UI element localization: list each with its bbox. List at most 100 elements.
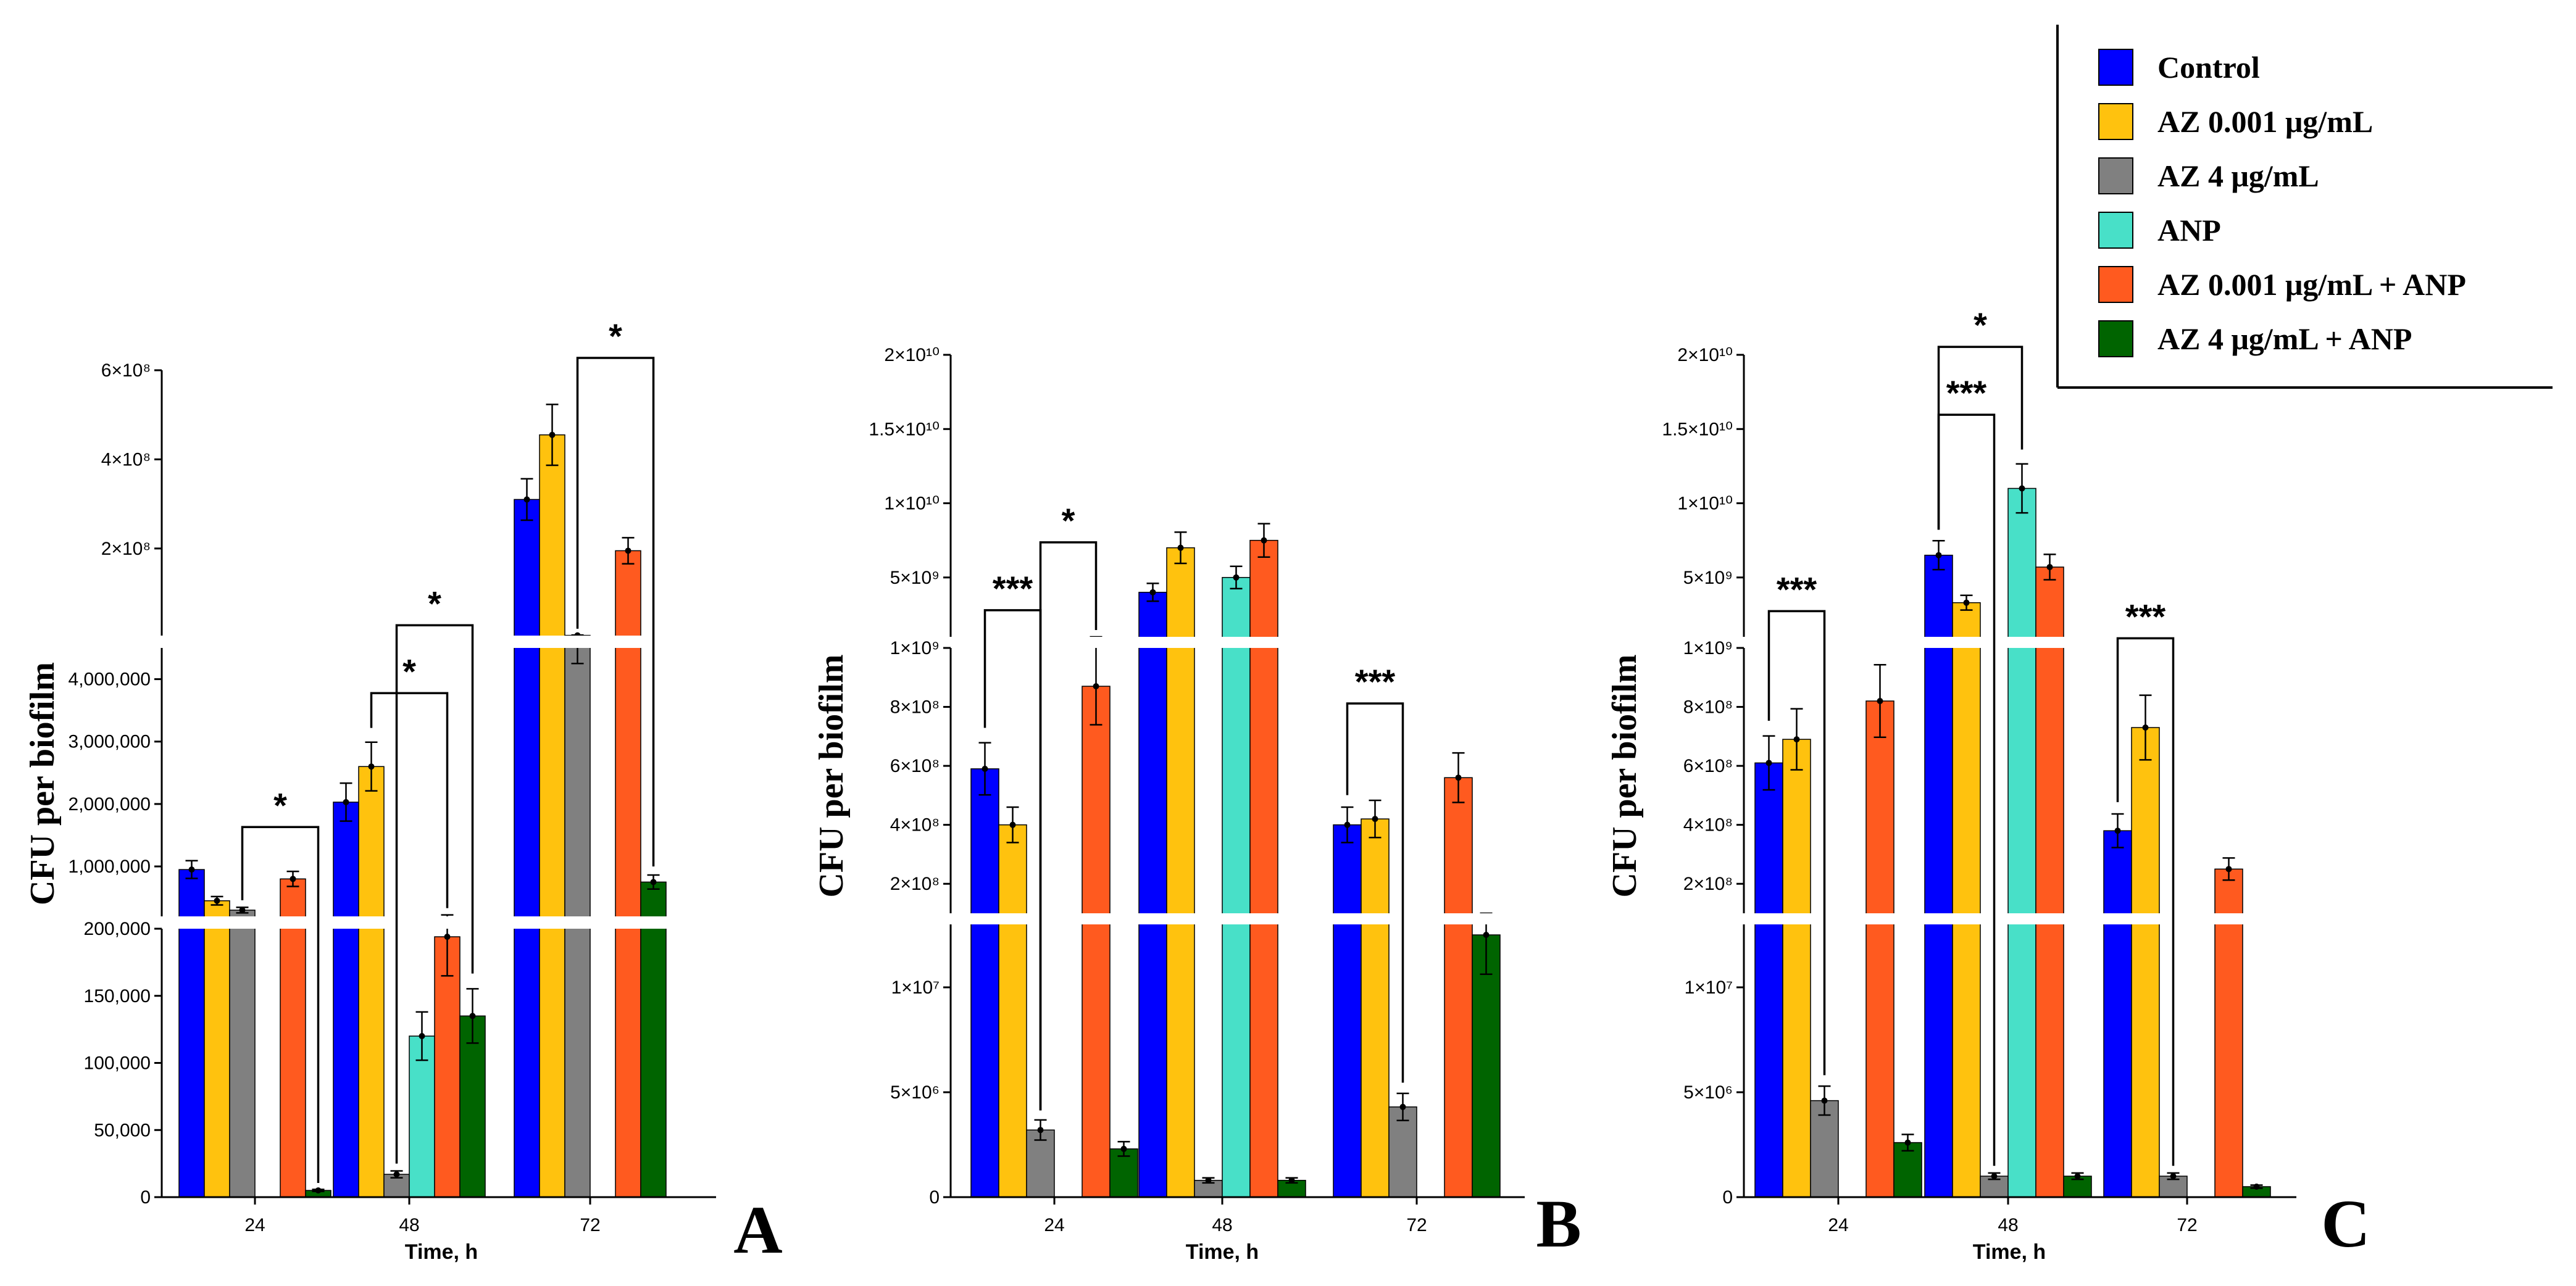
data-point xyxy=(1344,821,1351,828)
significance-label: * xyxy=(273,786,287,824)
legend-swatch xyxy=(2098,212,2133,249)
data-point xyxy=(2142,724,2149,731)
bar xyxy=(1082,686,1111,1198)
data-point xyxy=(1904,1139,1911,1146)
significance-bracket xyxy=(241,826,320,1183)
y-tick-label: 8×10⁸ xyxy=(890,697,940,718)
bar xyxy=(1782,739,1811,1198)
data-point xyxy=(1399,1103,1406,1110)
data-point xyxy=(1991,1173,1998,1179)
bar xyxy=(2103,830,2132,1198)
y-tick-label: 1×10¹⁰ xyxy=(884,494,940,514)
legend: Control AZ 0.001 μg/mL AZ 4 μg/mL ANP AZ 0.0… xyxy=(2056,25,2553,389)
legend-swatch xyxy=(2098,266,2133,303)
legend-swatch xyxy=(2098,157,2133,194)
y-tick-label: 5×10⁹ xyxy=(890,568,940,588)
y-tick-label: 1×10⁹ xyxy=(1683,638,1733,658)
x-tick-label: 48 xyxy=(1998,1215,2018,1235)
bar xyxy=(1026,1129,1055,1198)
y-tick-label: 1×10¹⁰ xyxy=(1677,494,1733,514)
data-point xyxy=(239,906,246,913)
y-tick-label: 1×10⁷ xyxy=(1685,977,1733,998)
bar xyxy=(1952,602,1981,1198)
y-tick-label: 200,000 xyxy=(84,919,151,939)
y-tick-label: 3,000,000 xyxy=(69,732,151,752)
x-tick-label: 48 xyxy=(399,1215,419,1235)
bar xyxy=(280,878,306,1198)
data-point xyxy=(1483,932,1490,938)
legend-entry: Control xyxy=(2157,50,2260,85)
data-point xyxy=(625,547,631,554)
legend-swatch xyxy=(2098,103,2133,140)
bar xyxy=(514,499,540,1198)
chart-panel-b: 0 5×10⁶ 1×10⁷ 2×10⁸ 4×10⁸ 6×10⁸ 8×10⁸ 1×10⁹ 5×10… xyxy=(812,345,1582,1264)
bar xyxy=(539,434,565,1198)
x-axis-label: Time, h xyxy=(1973,1240,2046,1264)
data-point xyxy=(469,1013,476,1019)
bar xyxy=(358,766,385,1198)
bar xyxy=(1361,818,1390,1198)
y-tick-label: 0 xyxy=(140,1187,151,1208)
bar xyxy=(615,550,641,1198)
significance-label: *** xyxy=(2125,597,2166,636)
y-tick-label: 50,000 xyxy=(94,1120,151,1140)
chart-panel-c: 0 5×10⁶ 1×10⁷ 2×10⁸ 4×10⁸ 6×10⁸ 8×10⁸ 1×10⁹ 5×10… xyxy=(1606,305,2370,1264)
y-tick-label: 2×10¹⁰ xyxy=(884,345,940,365)
data-point xyxy=(1177,544,1184,551)
axis-break xyxy=(938,913,1531,924)
y-tick-label: 6×10⁸ xyxy=(890,756,940,776)
data-point xyxy=(1149,589,1156,595)
y-tick-label: 2×10⁸ xyxy=(1683,874,1733,894)
x-tick-label: 72 xyxy=(580,1215,600,1235)
data-point xyxy=(290,876,296,882)
legend-entry: AZ 4 μg/mL xyxy=(2157,159,2319,193)
y-tick-label: 2×10⁸ xyxy=(101,539,151,559)
significance-bracket xyxy=(1039,541,1098,1111)
data-point xyxy=(1093,683,1099,690)
data-point xyxy=(1793,736,1800,743)
significance-label: * xyxy=(609,317,622,355)
data-point xyxy=(1120,1145,1127,1152)
y-tick-label: 2×10⁸ xyxy=(890,874,940,894)
y-tick-label: 1.5×10¹⁰ xyxy=(869,419,940,439)
bar xyxy=(1865,700,1894,1198)
y-tick-label: 0 xyxy=(929,1187,940,1208)
bar xyxy=(640,881,667,1198)
legend-entry: AZ 0.001 μg/mL xyxy=(2157,104,2373,139)
y-tick-label: 4,000,000 xyxy=(69,670,151,690)
y-tick-label: 1.5×10¹⁰ xyxy=(1662,419,1733,439)
bar xyxy=(1810,1100,1839,1198)
data-point xyxy=(2019,485,2025,492)
y-tick-label: 8×10⁸ xyxy=(1683,697,1733,718)
y-tick-label: 2,000,000 xyxy=(69,794,151,815)
data-point xyxy=(982,765,988,772)
y-tick-label: 1,000,000 xyxy=(69,857,151,877)
data-point xyxy=(2074,1173,2081,1179)
y-axis-label: CFU per biofilm xyxy=(1606,654,1644,897)
significance-label: * xyxy=(428,584,441,623)
data-point xyxy=(1877,698,1883,704)
significance-bracket xyxy=(1937,346,2024,530)
data-point xyxy=(2225,866,2232,873)
bar xyxy=(2007,487,2036,1198)
bar xyxy=(1444,777,1473,1198)
bar xyxy=(1138,592,1167,1198)
axis-break xyxy=(938,637,1531,648)
significance-bracket xyxy=(395,624,474,1164)
data-point xyxy=(549,431,556,438)
data-point xyxy=(1821,1097,1828,1104)
significance-bracket xyxy=(1767,610,1826,1076)
data-point xyxy=(393,1171,400,1178)
y-tick-label: 2×10¹⁰ xyxy=(1677,345,1733,365)
bar xyxy=(564,634,591,1198)
y-axis-label: CFU per biofilm xyxy=(812,654,851,897)
y-tick-label: 100,000 xyxy=(84,1053,151,1074)
axis-break xyxy=(149,916,722,929)
legend-swatch xyxy=(2098,49,2133,86)
x-tick-label: 24 xyxy=(1828,1215,1848,1235)
data-point xyxy=(1935,552,1942,558)
significance-label: * xyxy=(1974,305,1987,344)
bar xyxy=(2131,727,2160,1198)
legend-entry: AZ 4 μg/mL + ANP xyxy=(2157,322,2412,356)
